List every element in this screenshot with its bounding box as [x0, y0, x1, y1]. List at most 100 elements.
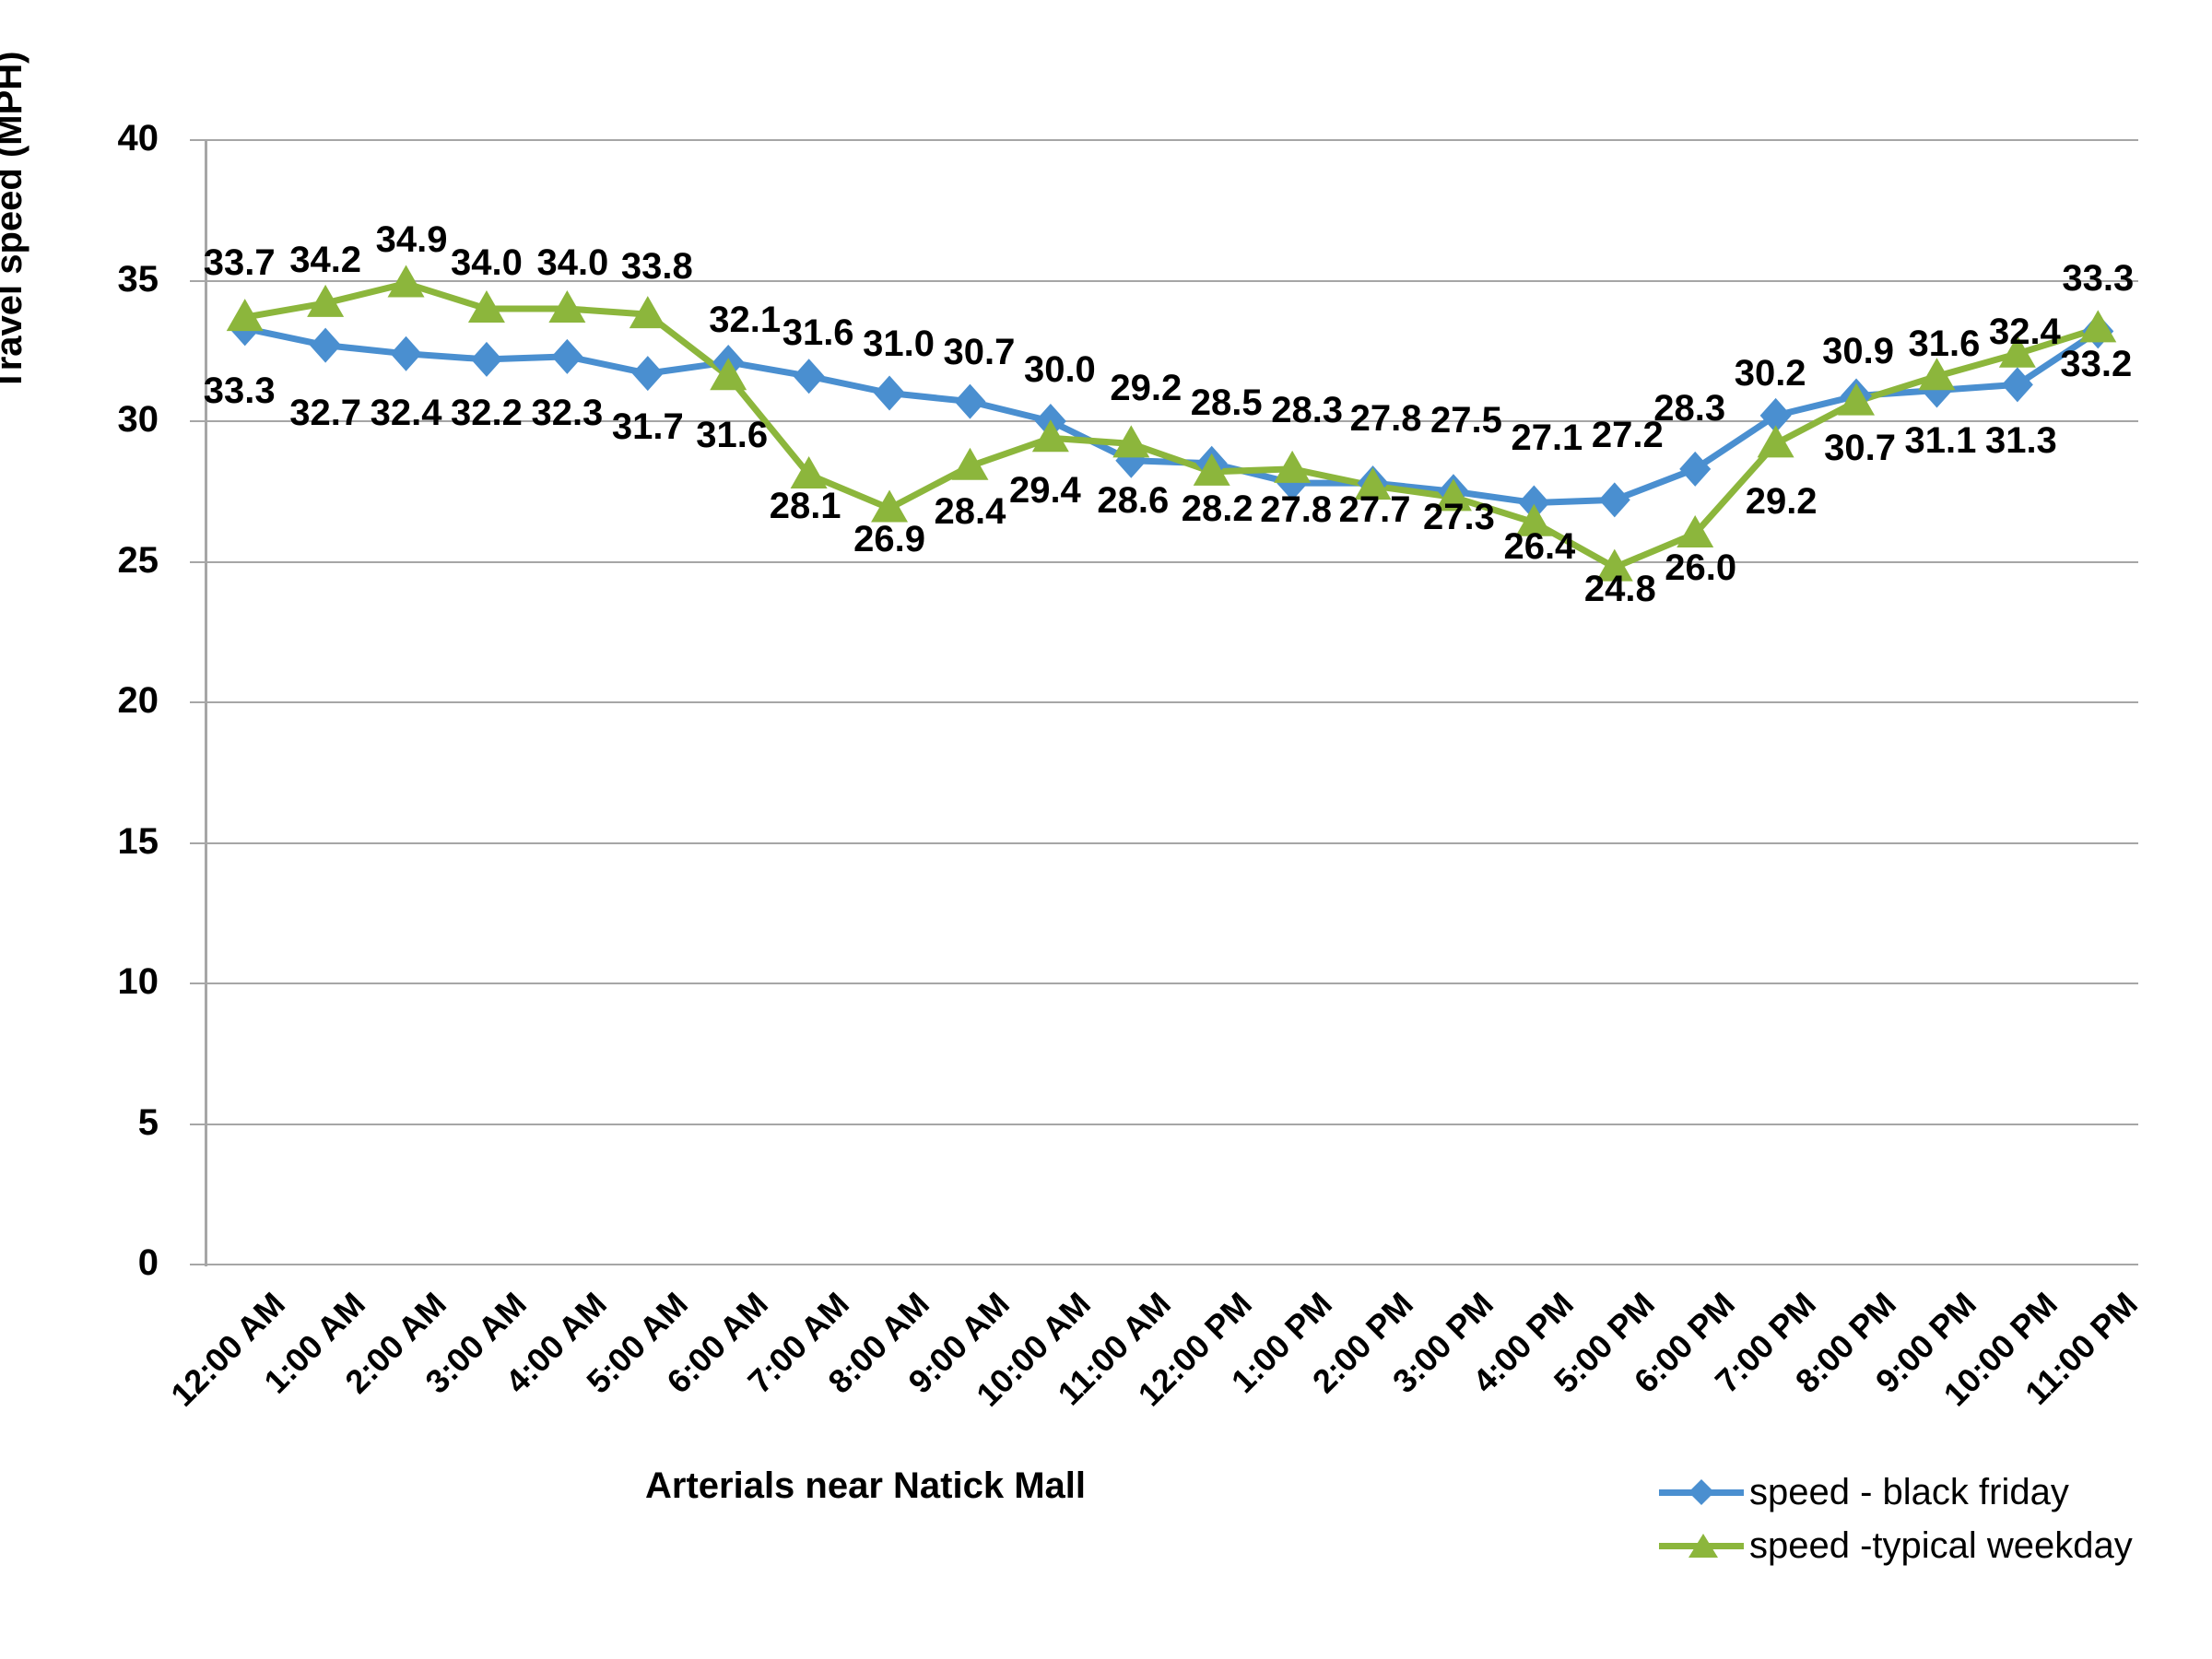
data-point-marker	[1595, 548, 1633, 582]
data-label: 28.5	[1190, 382, 1263, 424]
data-label: 32.4	[370, 392, 442, 433]
data-label: 28.1	[769, 485, 841, 526]
data-label: 31.7	[611, 406, 684, 448]
data-point-marker	[307, 284, 345, 317]
gridline	[205, 701, 2138, 703]
y-axis-tick	[190, 139, 205, 141]
data-label: 33.3	[203, 370, 276, 411]
data-point-marker	[871, 489, 909, 523]
data-label: 33.8	[620, 246, 693, 288]
y-axis-tick-label: 0	[137, 1242, 159, 1283]
data-label: 31.6	[1908, 324, 1981, 365]
data-label: 33.2	[2060, 343, 2133, 384]
data-point-marker	[1598, 482, 1630, 518]
data-label: 31.0	[863, 324, 935, 365]
data-label: 34.0	[451, 241, 523, 283]
y-axis-tick-label: 25	[117, 539, 159, 581]
data-point-marker	[1515, 503, 1553, 536]
data-point-marker	[1679, 451, 1712, 487]
gridline	[205, 1264, 2138, 1265]
data-point-marker	[1918, 358, 1956, 391]
y-axis-tick	[190, 279, 205, 282]
data-point-marker	[387, 265, 425, 298]
data-point-marker	[1998, 335, 2036, 368]
data-point-marker	[1031, 419, 1069, 453]
data-point-marker	[710, 358, 747, 391]
data-label: 27.8	[1349, 398, 1422, 440]
y-axis-tick	[190, 982, 205, 984]
data-label: 29.2	[1745, 481, 1818, 523]
gridline	[205, 420, 2138, 422]
y-axis-tick-label: 5	[137, 1101, 159, 1143]
y-axis-tick-label: 30	[117, 399, 159, 440]
data-label: 28.3	[1653, 388, 1726, 429]
data-label: 27.1	[1511, 418, 1583, 459]
data-label: 28.2	[1181, 488, 1253, 529]
data-label: 34.9	[375, 219, 448, 261]
y-axis-tick	[190, 420, 205, 422]
y-axis-tick	[190, 560, 205, 563]
data-label: 33.3	[2062, 257, 2135, 299]
gridline	[205, 560, 2138, 563]
plot-area	[205, 140, 2138, 1265]
y-axis-title: Travel speed (MPH)	[0, 51, 29, 392]
data-point-marker	[1354, 467, 1392, 500]
data-label: 27.5	[1430, 399, 1502, 441]
legend-item-0[interactable]: speed - black friday	[1659, 1465, 2133, 1519]
data-label: 26.9	[853, 519, 925, 560]
data-label: 34.2	[289, 239, 362, 280]
y-axis-tick-label: 15	[117, 820, 159, 862]
data-label: 27.2	[1591, 415, 1664, 456]
data-label: 27.3	[1423, 496, 1495, 537]
data-label: 30.9	[1822, 330, 1894, 371]
data-label: 33.7	[203, 241, 276, 283]
gridline	[205, 1123, 2138, 1125]
data-label: 26.0	[1665, 547, 1737, 588]
data-point-marker	[390, 335, 422, 371]
y-axis-tick-label: 35	[117, 258, 159, 300]
y-axis-tick-label: 20	[117, 680, 159, 721]
data-label: 32.2	[451, 392, 523, 433]
data-point-marker	[1112, 425, 1150, 458]
triangle-marker-icon	[1659, 1530, 1744, 1561]
x-axis-title: Arterials near Natick Mall	[645, 1465, 1086, 1506]
data-point-marker	[1838, 382, 1876, 416]
data-point-marker	[954, 383, 986, 419]
data-label: 28.4	[934, 490, 1006, 532]
data-point-marker	[1518, 485, 1550, 521]
diamond-marker-icon	[1659, 1477, 1744, 1508]
data-point-marker	[631, 356, 664, 392]
gridline	[205, 841, 2138, 844]
data-label: 28.6	[1097, 479, 1170, 521]
y-axis-line	[205, 140, 207, 1266]
y-axis-tick	[190, 1264, 205, 1265]
data-label: 29.4	[1008, 469, 1081, 511]
data-point-marker	[951, 447, 989, 480]
series-line-1	[244, 280, 2100, 571]
data-label: 30.7	[1824, 428, 1896, 469]
data-label: 24.8	[1583, 568, 1656, 609]
data-point-marker	[793, 359, 825, 394]
data-point-marker	[2079, 310, 2117, 343]
data-label: 30.0	[1023, 348, 1096, 390]
data-label: 31.6	[696, 415, 769, 456]
gridline	[205, 139, 2138, 141]
data-label: 32.7	[289, 392, 362, 433]
data-point-marker	[548, 290, 586, 323]
data-label: 27.7	[1338, 489, 1411, 531]
data-label: 32.1	[709, 300, 782, 341]
data-point-marker	[470, 341, 502, 377]
data-label: 30.7	[943, 332, 1016, 373]
data-label: 27.8	[1260, 489, 1333, 531]
data-label: 34.0	[536, 241, 609, 283]
data-point-marker	[1759, 397, 1792, 433]
series-line-0	[243, 324, 2100, 506]
y-axis-tick	[190, 701, 205, 703]
data-label: 31.1	[1904, 420, 1977, 462]
data-label: 32.3	[531, 392, 604, 433]
y-axis-tick-label: 10	[117, 961, 159, 1002]
legend-item-1[interactable]: speed -typical weekday	[1659, 1519, 2133, 1572]
data-point-marker	[1434, 478, 1472, 512]
data-point-marker	[1274, 450, 1312, 483]
